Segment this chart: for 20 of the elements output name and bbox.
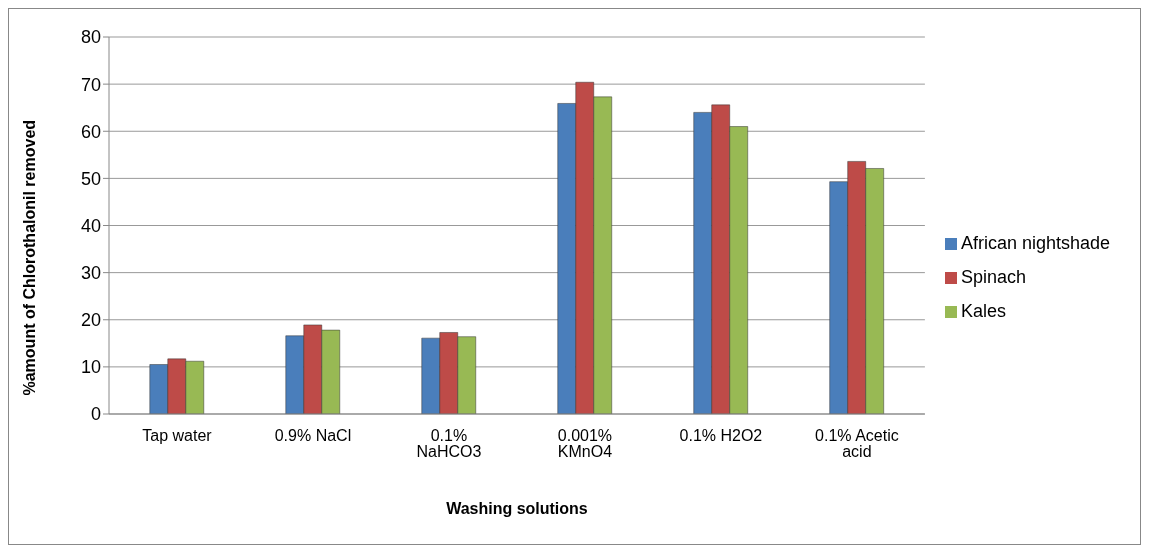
x-tick-label: 0.1% H2O2 [679,427,763,445]
x-tick-label: 0.9% NaCl [274,427,352,445]
x-tick-label: 0.001% KMnO4 [557,427,613,461]
legend-label: Kales [960,300,1006,321]
y-tick-label: 80 [80,27,101,48]
y-tick-label: 50 [80,168,101,189]
y-tick-label: 60 [80,121,101,142]
x-tick-label: 0.1% NaHCO3 [416,427,482,461]
x-tick-label: Tap water [142,427,213,445]
y-tick-label: 30 [80,263,101,284]
y-tick-label: 10 [80,357,101,378]
y-axis-title: %amount of Chlorothalonil removed [20,119,38,396]
y-tick-label: 0 [90,404,101,425]
y-tick-label: 40 [80,215,101,236]
y-tick-label: 20 [80,310,101,331]
legend-label: Spinach [960,266,1026,287]
legend-label: African nightshade [960,232,1110,253]
y-tick-label: 70 [80,74,101,95]
x-tick-label: 0.1% Acetic acid [815,427,899,461]
x-axis-title: Washing solutions [446,500,588,517]
